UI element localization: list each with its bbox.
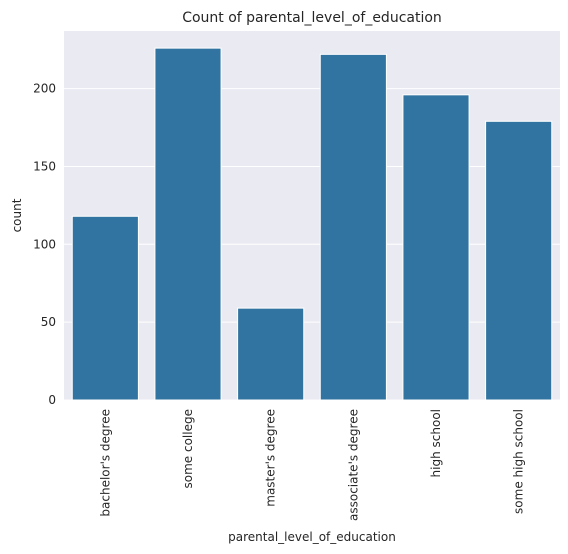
plot-background — [64, 31, 560, 400]
x-tick-label: some high school — [512, 409, 526, 514]
grid-lines — [64, 88, 560, 401]
x-tick-label: some college — [181, 409, 195, 488]
bar — [402, 94, 470, 401]
y-tick-label: 150 — [33, 159, 56, 173]
bar — [154, 47, 222, 401]
x-tick-labels: bachelor's degree some college master's de… — [98, 409, 525, 521]
y-tick-labels: 0 50 100 150 200 — [33, 82, 56, 407]
x-tick-label: bachelor's degree — [98, 409, 112, 517]
x-tick-label: associate's degree — [346, 409, 360, 521]
y-tick-label: 0 — [48, 393, 56, 407]
y-tick-label: 100 — [33, 237, 56, 251]
bars — [71, 47, 553, 401]
chart-title: Count of parental_level_of_education — [182, 10, 442, 26]
bar — [237, 307, 305, 401]
y-tick-label: 200 — [33, 82, 56, 96]
bar — [485, 120, 553, 401]
y-tick-label: 50 — [41, 315, 56, 329]
y-axis-label: count — [10, 198, 24, 232]
x-tick-label: high school — [429, 409, 443, 477]
x-axis-label: parental_level_of_education — [228, 530, 396, 544]
bar — [71, 215, 139, 401]
x-tick-label: master's degree — [264, 409, 278, 507]
bar — [319, 53, 387, 401]
